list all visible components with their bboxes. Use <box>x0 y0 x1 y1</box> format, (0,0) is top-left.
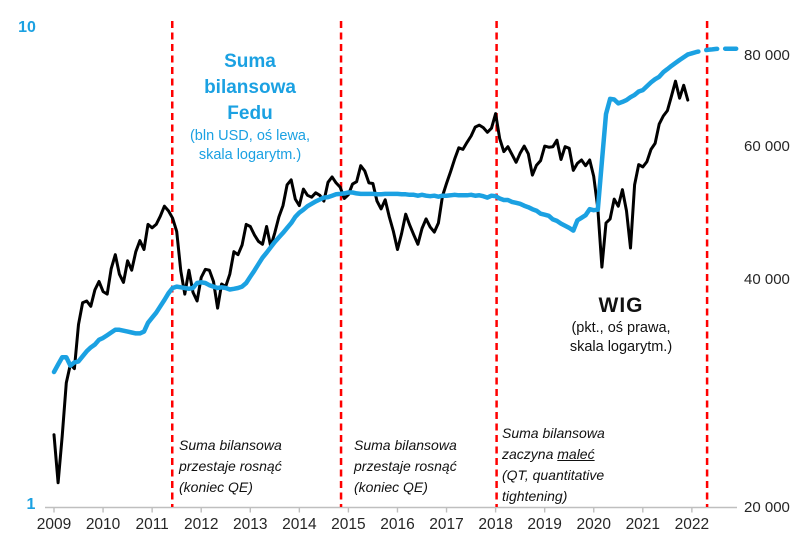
x-axis-label: 2013 <box>233 516 268 533</box>
x-axis-label: 2019 <box>527 516 562 533</box>
right-axis-label-60000: 60 000 <box>744 138 790 155</box>
wig-annotation: WIG (pkt., oś prawa, skala logarytm.) <box>542 292 700 357</box>
event3-line4: tightening) <box>502 488 568 504</box>
wig-line <box>52 79 690 485</box>
x-axis-label: 2021 <box>625 516 661 533</box>
fed-line-dashed-projection <box>685 46 740 57</box>
event3-line2: zaczyna maleć <box>502 444 605 465</box>
event3-line1: Suma bilansowa <box>502 425 605 441</box>
x-axis-label: 2014 <box>282 516 317 533</box>
x-axis-label: 2010 <box>85 516 121 533</box>
event-annotation-qe-end-1: Suma bilansowa przestaje rosnąć (koniec … <box>179 435 282 498</box>
event2-line1: Suma bilansowa <box>354 437 457 453</box>
right-axis-label-80000: 80 000 <box>744 47 790 64</box>
x-axis-label: 2011 <box>135 516 169 533</box>
event3-line3: (QT, quantitative <box>502 467 605 483</box>
right-axis-label-20000: 20 000 <box>744 499 790 516</box>
fed-annotation-title-line2: bilansowa <box>204 77 296 98</box>
wig-annotation-subtitle-line2: skala logarytm.) <box>569 339 673 355</box>
wig-annotation-title: WIG <box>598 294 644 317</box>
fed-line <box>51 52 691 375</box>
fed-annotation-subtitle-line2: skala logarytm.) <box>198 147 302 163</box>
fed-balance-annotation: Suma bilansowa Fedu (bln USD, oś lewa, s… <box>160 49 340 165</box>
left-axis-max-label: 10 <box>18 19 36 36</box>
x-axis-label: 2017 <box>429 516 464 533</box>
event1-line3: (koniec QE) <box>179 479 253 495</box>
x-axis-label: 2015 <box>331 516 366 533</box>
x-axis-label: 2018 <box>478 516 513 533</box>
event1-line2: przestaje rosnąć <box>179 458 282 474</box>
fed-annotation-subtitle-line1: (bln USD, oś lewa, <box>189 128 311 144</box>
event3-line2-prefix: zaczyna <box>502 446 558 462</box>
event2-line3: (koniec QE) <box>354 479 428 495</box>
event-annotation-qe-end-2: Suma bilansowa przestaje rosnąć (koniec … <box>354 435 457 498</box>
event-annotation-qt: Suma bilansowa zaczyna maleć (QT, quanti… <box>502 423 605 507</box>
event1-line1: Suma bilansowa <box>179 437 282 453</box>
event3-line2-underlined: maleć <box>557 446 595 462</box>
x-axis-label: 2022 <box>674 516 710 533</box>
x-axis-label: 2016 <box>380 516 415 533</box>
x-axis-label: 2009 <box>36 516 72 533</box>
fed-annotation-title-line1: Suma <box>224 51 276 72</box>
fed-annotation-title-line3: Fedu <box>227 103 273 124</box>
x-axis-label: 2020 <box>576 516 611 533</box>
x-axis-label: 2012 <box>183 516 219 533</box>
left-axis-min-label: 1 <box>26 496 36 513</box>
event2-line2: przestaje rosnąć <box>354 458 457 474</box>
wig-annotation-subtitle-line1: (pkt., oś prawa, <box>571 320 671 336</box>
right-axis-label-40000: 40 000 <box>744 271 790 288</box>
